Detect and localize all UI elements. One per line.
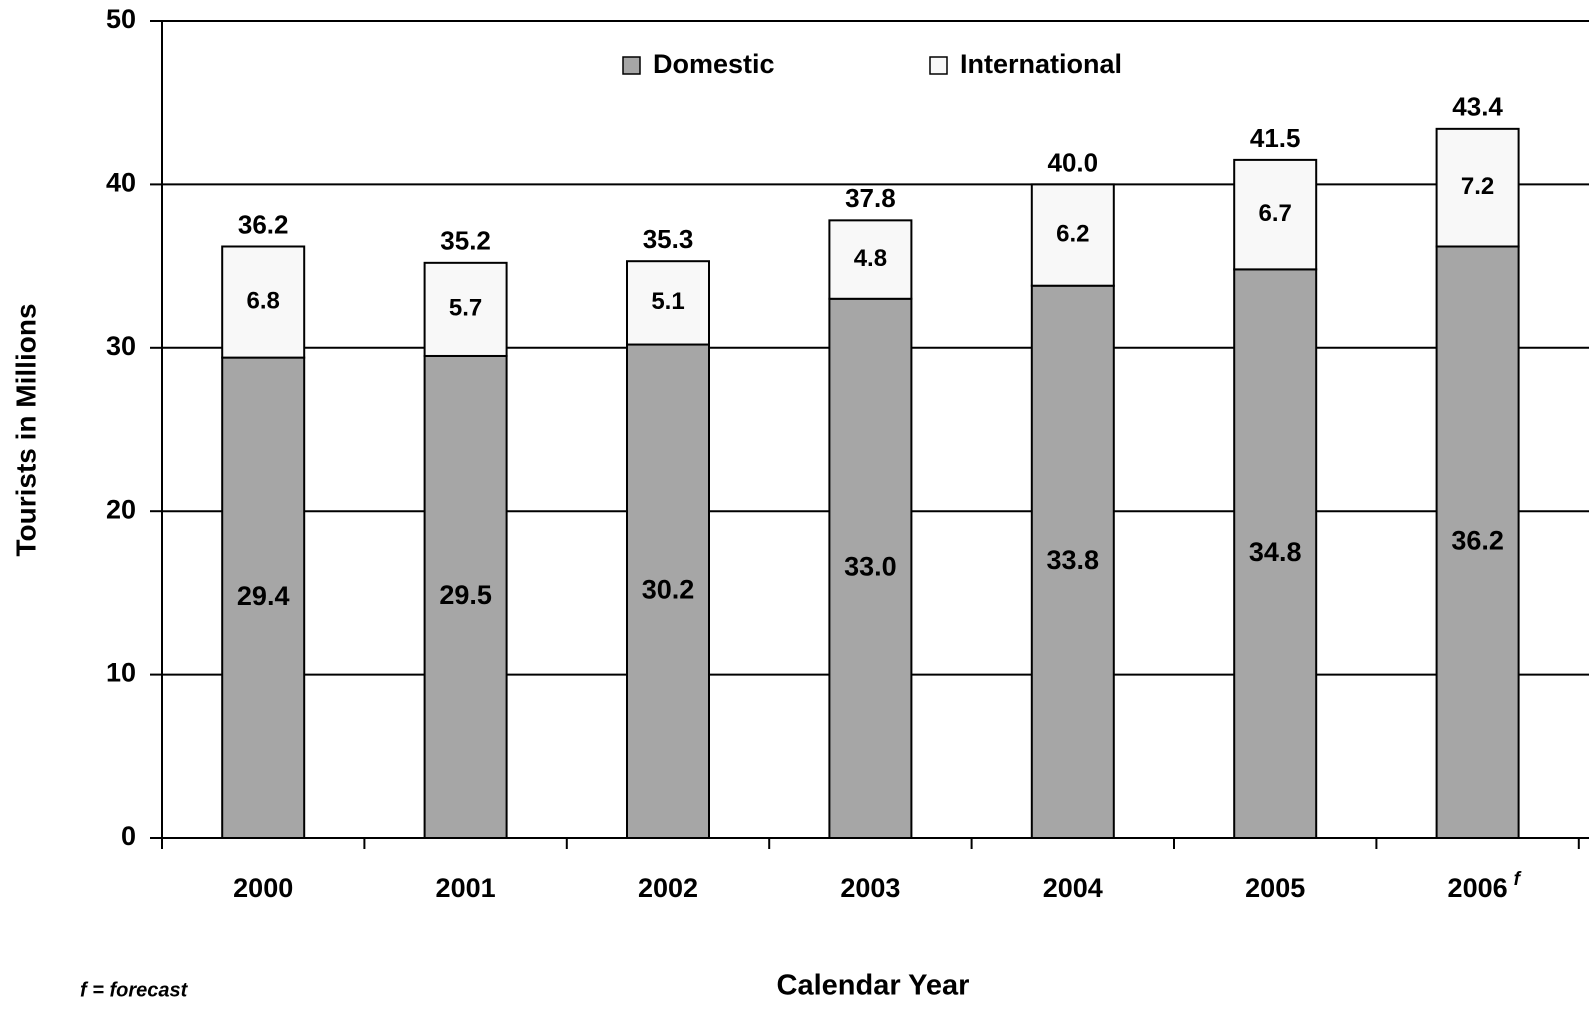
x-tick-label: 2000 [233, 873, 293, 903]
y-tick-label: 0 [121, 821, 136, 851]
x-tick-label: 2002 [638, 873, 698, 903]
bar-segment [626, 260, 710, 346]
value-label: 33.8 [1047, 545, 1100, 575]
y-tick-label: 40 [106, 168, 136, 198]
x-tick-label: 2005 [1245, 873, 1305, 903]
y-tick-label: 50 [106, 4, 136, 34]
total-label: 35.3 [643, 224, 694, 254]
value-label: 29.5 [439, 580, 492, 610]
value-label: 7.2 [1461, 173, 1494, 200]
value-label: 36.2 [1451, 525, 1504, 555]
value-label: 6.8 [247, 287, 280, 314]
bar-segment [423, 261, 508, 357]
bar-segment [1030, 284, 1115, 839]
total-label: 41.5 [1250, 123, 1301, 153]
x-tick-superscript: f [1514, 869, 1522, 890]
x-tick-label: 2006 [1448, 873, 1508, 903]
value-label: 33.0 [844, 552, 897, 582]
bar-segment [1233, 158, 1318, 271]
total-label: 43.4 [1452, 92, 1503, 122]
bar-segment [1435, 127, 1520, 248]
value-label: 5.7 [449, 295, 482, 322]
x-tick-label: 2003 [840, 873, 900, 903]
value-label: 34.8 [1249, 537, 1302, 567]
total-label: 40.0 [1047, 147, 1098, 177]
total-label: 37.8 [845, 183, 896, 213]
x-tick-label: 2004 [1043, 873, 1103, 903]
x-axis-title: Calendar Year [777, 970, 970, 1002]
value-label: 30.2 [642, 574, 695, 604]
legend-label: International [960, 49, 1122, 79]
total-label: 35.2 [440, 226, 491, 256]
value-label: 5.1 [651, 288, 684, 315]
bar-segment [221, 245, 306, 359]
y-axis-title: Tourists in Millions [10, 303, 41, 556]
value-label: 4.8 [854, 245, 887, 272]
x-tick-label: 2001 [436, 873, 496, 903]
bar-segment [828, 297, 913, 839]
footnote: f = forecast [80, 979, 189, 1001]
legend-swatch [622, 56, 641, 75]
legend-swatch [929, 56, 948, 75]
value-label: 6.7 [1259, 200, 1292, 227]
y-tick-label: 30 [106, 331, 136, 361]
y-tick-label: 10 [106, 658, 136, 688]
legend-label: Domestic [653, 49, 775, 79]
bar-segment [828, 219, 913, 300]
y-tick-label: 20 [106, 494, 136, 524]
bar-segment [1030, 183, 1115, 287]
bar-segment [221, 356, 306, 839]
bar-segment [626, 343, 710, 839]
value-label: 6.2 [1056, 220, 1089, 247]
total-label: 36.2 [238, 209, 289, 239]
value-label: 29.4 [237, 581, 290, 611]
